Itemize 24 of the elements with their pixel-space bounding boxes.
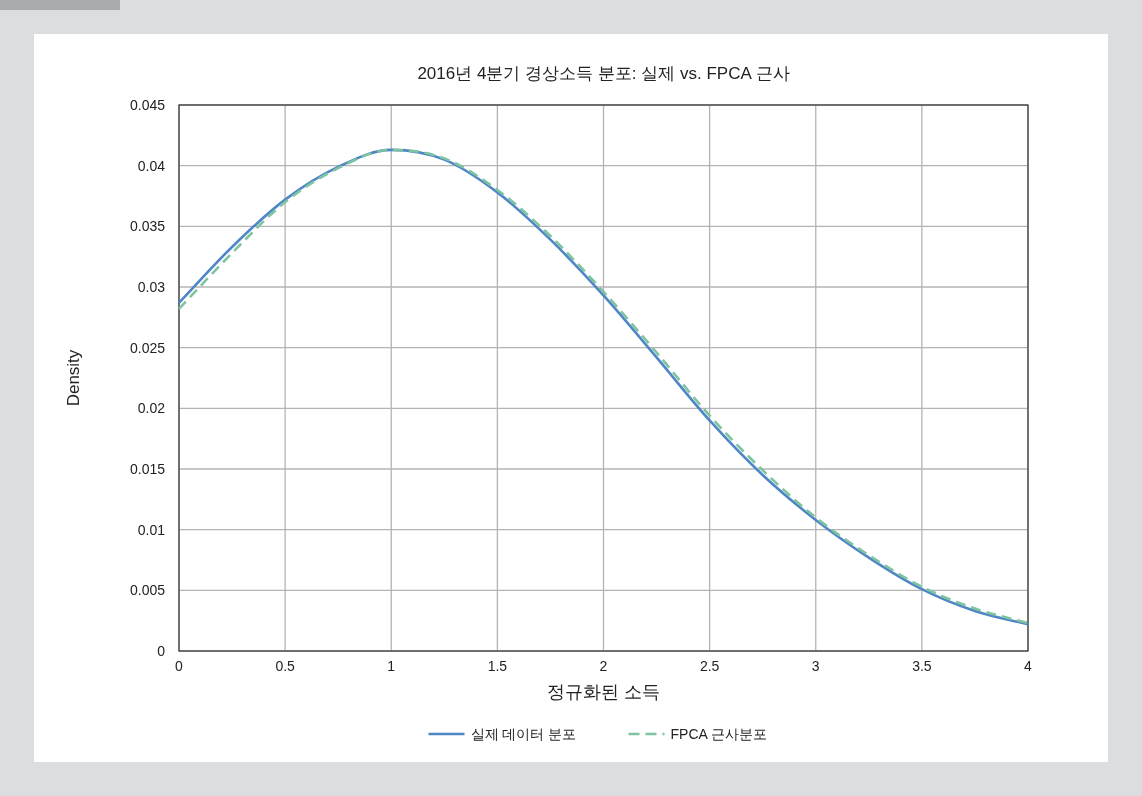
legend-label: FPCA 근사분포 <box>670 726 767 742</box>
x-tick-label: 2.5 <box>699 658 720 674</box>
x-tick-label: 0.5 <box>275 658 296 674</box>
x-tick-label: 4 <box>1024 658 1033 674</box>
x-axis-title: 정규화된 소득 <box>546 682 661 702</box>
y-tick-label: 0.005 <box>129 582 166 599</box>
y-tick-label: 0.035 <box>129 218 166 235</box>
y-tick-label: 0.01 <box>137 521 166 538</box>
x-tick-label: 1.5 <box>487 658 508 674</box>
x-tick-label: 3.5 <box>912 658 932 674</box>
y-tick-label: 0.025 <box>129 339 166 356</box>
legend-label: 실제 데이터 분포 <box>470 726 577 742</box>
y-tick-label: 0.02 <box>137 400 166 417</box>
x-tick-label: 3 <box>811 658 820 674</box>
y-tick-label: 0.045 <box>129 97 166 113</box>
x-tick-label: 2 <box>599 658 608 674</box>
chart-title: 2016년 4분기 경상소득 분포: 실제 vs. FPCA 근사 <box>417 64 790 83</box>
x-tick-label: 1 <box>387 658 396 674</box>
y-tick-label: 0.04 <box>137 157 166 174</box>
y-tick-label: 0.015 <box>129 461 166 477</box>
y-tick-label: 0 <box>157 643 166 659</box>
y-tick-label: 0.03 <box>137 279 166 295</box>
x-tick-label: 0 <box>175 658 184 674</box>
y-axis-title: Density <box>64 349 83 407</box>
